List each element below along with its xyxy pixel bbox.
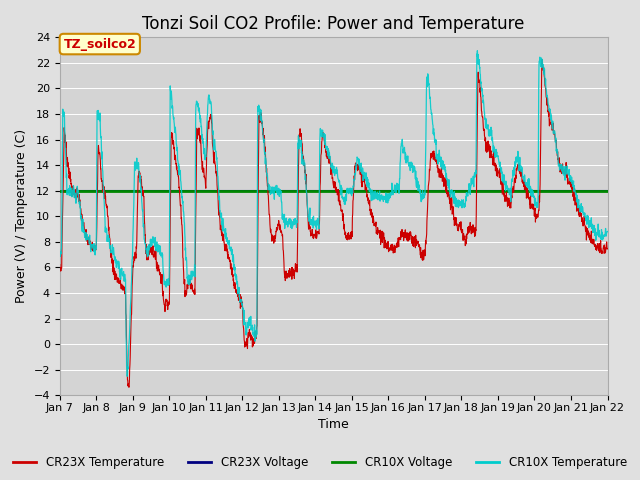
Y-axis label: Power (V) / Temperature (C): Power (V) / Temperature (C) — [15, 129, 28, 303]
Title: Tonzi Soil CO2 Profile: Power and Temperature: Tonzi Soil CO2 Profile: Power and Temper… — [143, 15, 525, 33]
Legend: CR23X Temperature, CR23X Voltage, CR10X Voltage, CR10X Temperature: CR23X Temperature, CR23X Voltage, CR10X … — [8, 452, 632, 474]
X-axis label: Time: Time — [318, 419, 349, 432]
Text: TZ_soilco2: TZ_soilco2 — [63, 37, 136, 50]
